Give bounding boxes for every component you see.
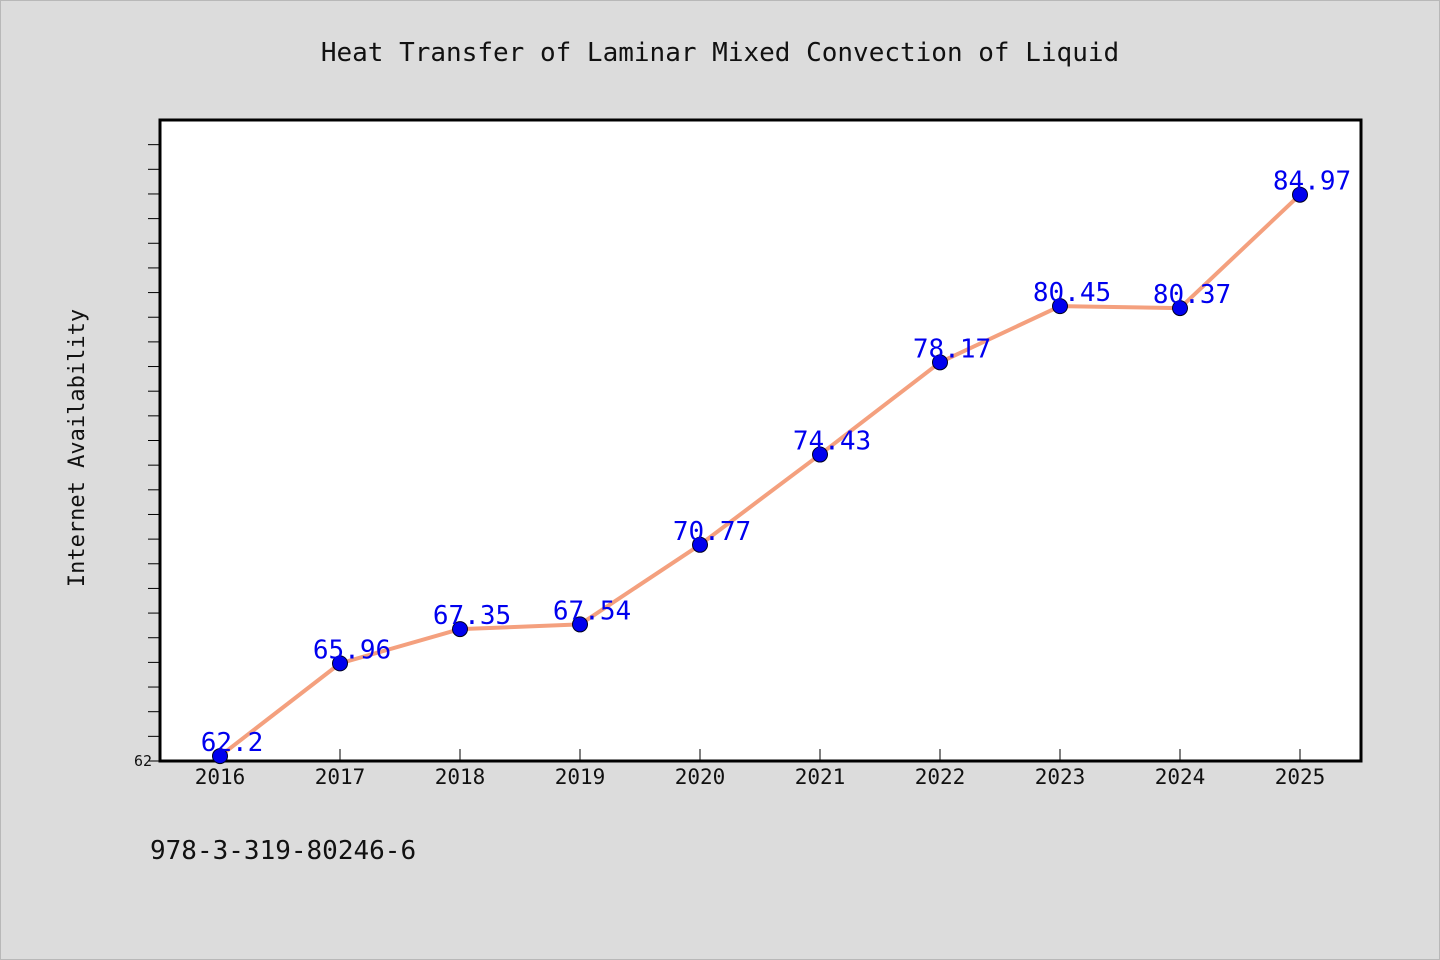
x-tick-label: 2018 xyxy=(435,765,486,789)
x-tick-label: 2017 xyxy=(315,765,366,789)
data-label: 74.43 xyxy=(793,427,871,457)
series-line xyxy=(218,192,1302,759)
data-label: 65.96 xyxy=(313,635,391,665)
data-label: 80.45 xyxy=(1033,278,1111,308)
data-labels: 62.2 65.96 67.35 67.54 70.77 74.43 78.17 80.45 8… xyxy=(201,167,1351,758)
data-point xyxy=(932,354,948,371)
data-label: 67.35 xyxy=(433,601,511,631)
data-label: 70.77 xyxy=(673,517,751,547)
x-axis-ticks: 2016 2017 2018 2019 2020 2021 2022 2023 2024 2025 xyxy=(195,749,1326,789)
data-point xyxy=(332,655,348,672)
data-point xyxy=(812,446,828,463)
y-axis-label: Internet Availability xyxy=(65,309,90,587)
y-tick-label: 62 xyxy=(134,752,152,770)
data-point xyxy=(212,748,228,765)
x-tick-label: 2025 xyxy=(1275,765,1326,789)
data-markers xyxy=(212,186,1308,765)
data-label: 84.97 xyxy=(1273,167,1351,197)
chart-title: Heat Transfer of Laminar Mixed Convectio… xyxy=(321,38,1119,68)
data-point xyxy=(1172,300,1188,317)
x-tick-label: 2023 xyxy=(1035,765,1086,789)
data-point xyxy=(452,621,468,638)
data-label: 78.17 xyxy=(913,334,991,364)
data-label: 80.37 xyxy=(1153,280,1231,310)
x-tick-label: 2021 xyxy=(795,765,846,789)
data-label: 62.2 xyxy=(201,728,264,758)
x-tick-label: 2020 xyxy=(675,765,726,789)
data-point xyxy=(692,536,708,553)
x-tick-label: 2016 xyxy=(195,765,246,789)
y-axis-ticks: 62 xyxy=(134,144,160,770)
data-label: 67.54 xyxy=(553,596,631,626)
x-tick-label: 2019 xyxy=(555,765,606,789)
data-point xyxy=(572,616,588,633)
x-tick-label: 2022 xyxy=(915,765,966,789)
isbn-text: 978-3-319-80246-6 xyxy=(150,836,417,866)
data-point xyxy=(1052,298,1068,315)
x-tick-label: 2024 xyxy=(1155,765,1206,789)
plot-area xyxy=(158,118,1363,763)
series-line-group xyxy=(218,192,1302,759)
data-point xyxy=(1292,186,1308,203)
